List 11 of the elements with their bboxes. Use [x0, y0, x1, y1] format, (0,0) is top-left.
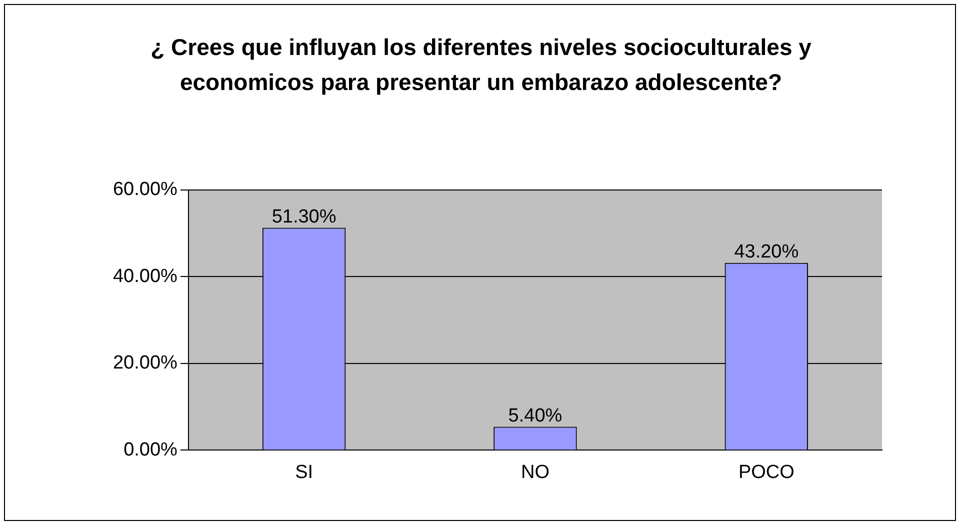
- x-tick-label: SI: [295, 462, 314, 483]
- data-label: 43.20%: [734, 242, 799, 263]
- chart-title: ¿ Crees que influyan los diferentes niveles socioculturales y economicos para presentar un embarazo adolescente?: [150, 33, 812, 97]
- x-tick-label: NO: [520, 462, 550, 483]
- data-label: 51.30%: [272, 206, 336, 228]
- y-tick-label: 40.00%: [112, 266, 178, 287]
- y-tick-label: 0.00%: [124, 439, 178, 460]
- x-tick-label: POCO: [738, 462, 794, 483]
- y-tick-label: 20.00%: [112, 352, 178, 374]
- data-label: 5.40%: [508, 406, 562, 427]
- y-tick-label: 60.00%: [112, 179, 178, 200]
